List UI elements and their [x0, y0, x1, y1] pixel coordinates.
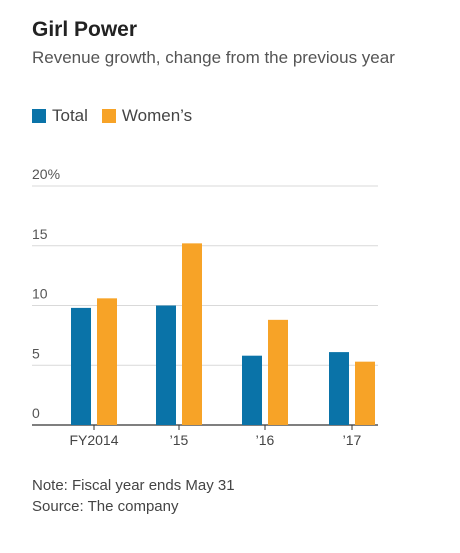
chart-title: Girl Power — [32, 18, 138, 41]
source-note: Source: The company — [32, 498, 179, 515]
legend: Total Women’s — [32, 106, 206, 126]
chart-notes: Note: Fiscal year ends May 31 Source: Th… — [32, 475, 235, 517]
x-tick-label: ’17 — [343, 432, 362, 448]
legend-label-womens: Women’s — [121, 106, 193, 125]
y-tick-label: 0 — [32, 405, 40, 421]
bar-womens — [355, 361, 375, 425]
bar-womens — [182, 243, 202, 425]
x-tick-label: ’16 — [256, 432, 275, 448]
bars — [71, 243, 375, 425]
bar-total — [242, 355, 262, 425]
legend-swatch-womens — [101, 109, 116, 123]
legend-swatch-total — [32, 109, 46, 123]
x-tick-labels: FY2014 ’15 ’16 ’17 — [69, 425, 362, 448]
legend-item-womens: Women’s — [101, 106, 193, 126]
y-tick-label: 10 — [32, 286, 48, 302]
bar-total — [156, 305, 176, 425]
x-tick-label: ’15 — [170, 432, 189, 448]
y-tick-label: 5 — [32, 345, 40, 361]
bar-womens — [97, 298, 117, 425]
footnote: Note: Fiscal year ends May 31 — [32, 477, 235, 494]
bar-total — [71, 307, 91, 425]
y-tick-label: 20% — [32, 166, 60, 182]
bar-total — [329, 352, 349, 425]
y-tick-labels: 0 5 10 15 20% — [32, 166, 60, 421]
y-tick-label: 15 — [32, 226, 48, 242]
bar-womens — [268, 319, 288, 425]
legend-label-total: Total — [52, 106, 88, 125]
legend-item-total: Total — [32, 106, 88, 126]
x-tick-label: FY2014 — [69, 432, 118, 448]
chart-subtitle: Revenue growth, change from the previous… — [32, 48, 395, 67]
